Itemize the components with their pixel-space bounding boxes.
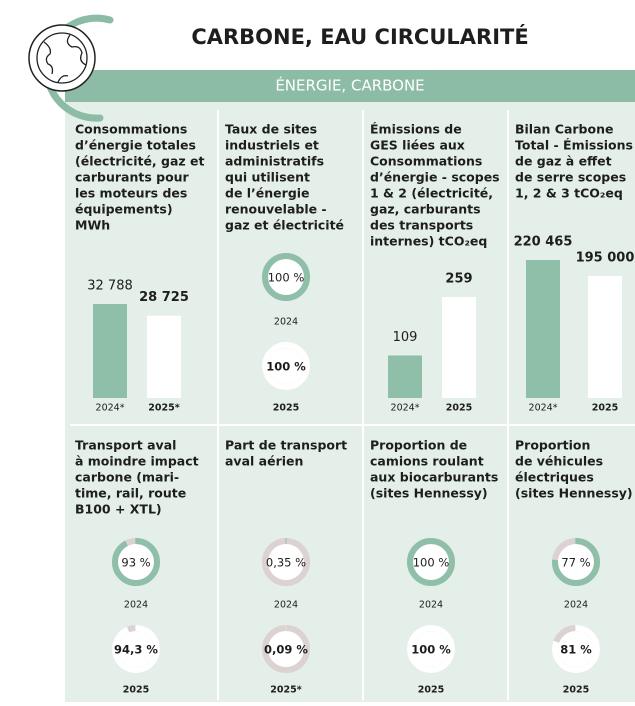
panel-background	[65, 100, 635, 702]
year-label: 2025*	[148, 403, 179, 414]
value-label: 195 000	[576, 250, 635, 265]
donut-arc	[112, 625, 160, 673]
banner-title: ÉNERGIE, CARBONE	[275, 76, 424, 95]
panel-heading: Proportion	[515, 438, 590, 453]
value-label: 0,09 %	[264, 643, 308, 657]
bar	[442, 297, 476, 398]
year-label: 2025	[592, 403, 618, 414]
value-label: 28 725	[139, 290, 189, 305]
bar	[147, 315, 181, 398]
value-label: 93 %	[121, 556, 150, 570]
year-label: 2025	[563, 685, 589, 696]
panel-heading: Taux de sites	[225, 122, 317, 137]
panel-heading: camions roulant	[370, 454, 484, 469]
bar	[388, 355, 422, 398]
panel-heading: de serre scopes	[515, 170, 626, 185]
value-label: 0,35 %	[266, 556, 306, 570]
year-label: 2025	[446, 403, 472, 414]
value-label: 77 %	[561, 556, 590, 570]
value-label: 109	[393, 330, 418, 345]
panel-heading: aux biocarburants	[370, 470, 498, 485]
bar	[526, 260, 560, 398]
donut-arc	[262, 538, 310, 586]
panel-heading: carbone (mari-	[75, 470, 179, 485]
panel-heading: d’énergie - scopes	[370, 170, 500, 185]
panel-heading: à moindre impact	[75, 454, 199, 469]
panel-heading: (électricité, gaz et	[75, 154, 205, 169]
donut-arc	[552, 625, 600, 673]
panel-heading: MWh	[75, 218, 110, 233]
panel-heading: de l’énergie	[225, 186, 310, 201]
panel-heading: Consommations	[75, 122, 187, 137]
value-label: 81 %	[560, 643, 592, 657]
year-label: 2024*	[96, 403, 125, 414]
bar	[588, 275, 622, 398]
banner	[65, 70, 635, 102]
panel-heading: industriels et	[225, 138, 319, 153]
panel-heading: aval aérien	[225, 454, 303, 469]
panel-heading: gaz et électricité	[225, 218, 344, 233]
value-label: 32 788	[87, 279, 133, 294]
panel-heading: d’énergie totales	[75, 138, 196, 153]
panel-heading: équipements)	[75, 202, 173, 217]
panel-heading: (sites Hennessy)	[370, 486, 488, 501]
globe-icon	[28, 14, 114, 122]
panel-heading: Proportion de	[370, 438, 467, 453]
donut-arc	[407, 538, 455, 586]
panel-heading: Consommations	[370, 154, 482, 169]
value-label: 259	[445, 272, 472, 287]
panel-heading: électriques	[515, 470, 594, 485]
value-label: 100 %	[413, 556, 450, 570]
panel-heading: administratifs	[225, 154, 324, 169]
panel-heading: (sites Hennessy)	[515, 486, 633, 501]
year-label: 2024	[274, 317, 298, 328]
panel-heading: gaz, carburants	[370, 202, 481, 217]
panel-heading: Part de transport	[225, 438, 347, 453]
panel-heading: B100 + XTL)	[75, 502, 162, 517]
value-label: 100 %	[411, 643, 451, 657]
donut-arc	[262, 342, 310, 390]
panel-heading: des transports	[370, 218, 473, 233]
year-label: 2024	[274, 600, 298, 611]
panel-heading: de véhicules	[515, 454, 603, 469]
bar	[93, 304, 127, 398]
panel-heading: internes) tCO₂eq	[370, 234, 487, 249]
panel-heading: renouvelable -	[225, 202, 327, 217]
title: CARBONE, EAU CIRCULARITÉ	[191, 24, 528, 49]
year-label: 2025*	[270, 685, 301, 696]
year-label: 2024*	[529, 403, 558, 414]
panel-heading: 1 & 2 (électricité,	[370, 186, 493, 201]
value-label: 94,3 %	[114, 643, 158, 657]
panel-heading: Bilan Carbone	[515, 122, 613, 137]
panel-heading: de gaz à effet	[515, 154, 612, 169]
panel-heading: Total - Émissions	[515, 138, 633, 153]
separators	[70, 110, 635, 700]
panel-heading: GES liées aux	[370, 138, 465, 153]
panel-heading: qui utilisent	[225, 170, 310, 185]
year-label: 2024	[419, 600, 443, 611]
value-label: 100 %	[266, 360, 306, 374]
year-label: 2024*	[391, 403, 420, 414]
panel-heading: time, rail, route	[75, 486, 186, 501]
panel-heading: Transport aval	[75, 438, 176, 453]
panel-heading: les moteurs des	[75, 186, 187, 201]
value-label: 100 %	[268, 271, 305, 285]
donut-arc	[552, 538, 600, 586]
year-label: 2025	[123, 685, 149, 696]
donut-arc	[262, 625, 310, 673]
year-label: 2024	[124, 600, 148, 611]
value-label: 220 465	[514, 235, 573, 250]
year-label: 2024	[564, 600, 588, 611]
panel-heading: Émissions de	[370, 122, 462, 137]
donut-arc	[407, 625, 455, 673]
donut-arc	[112, 538, 160, 586]
year-label: 2025	[273, 403, 299, 414]
panel-heading: carburants pour	[75, 170, 190, 185]
donut-arc	[262, 253, 310, 301]
panel-heading: 1, 2 & 3 tCO₂eq	[515, 186, 623, 201]
year-label: 2025	[418, 685, 444, 696]
